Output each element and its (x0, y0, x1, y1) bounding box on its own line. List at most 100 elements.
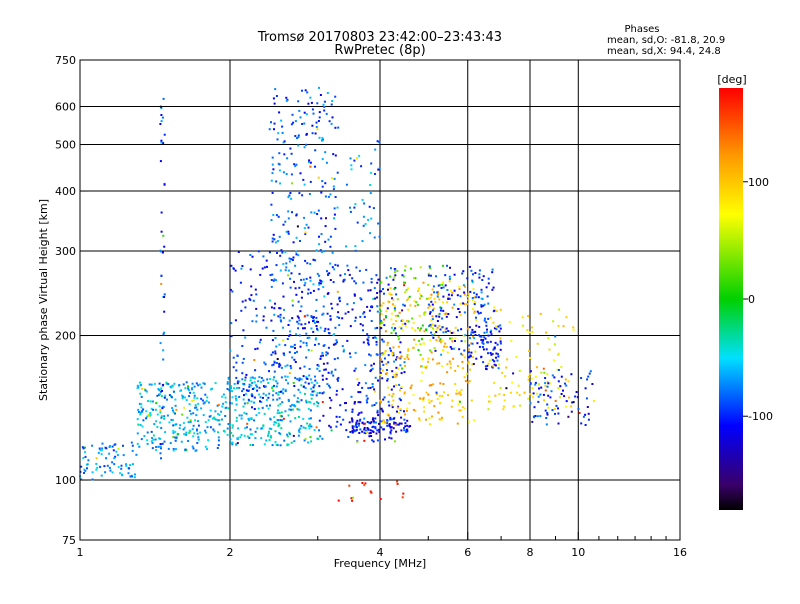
data-point (413, 300, 416, 303)
data-point (417, 349, 420, 352)
data-point (382, 302, 385, 305)
data-point (292, 434, 295, 437)
data-point (458, 348, 461, 351)
data-point (341, 388, 344, 391)
data-point (131, 475, 133, 478)
data-point (305, 143, 308, 146)
data-point (375, 432, 378, 435)
data-point (353, 402, 356, 405)
data-point (288, 334, 290, 337)
data-point (231, 426, 234, 429)
data-point (329, 245, 332, 248)
data-point (464, 380, 467, 383)
data-point (300, 399, 303, 402)
data-point (290, 408, 292, 411)
data-point (298, 286, 301, 289)
data-point (187, 440, 190, 442)
data-point (87, 459, 90, 462)
data-point (289, 147, 292, 150)
data-point (162, 349, 165, 352)
data-point (204, 431, 207, 434)
data-point (427, 283, 430, 286)
data-point (341, 317, 344, 320)
data-point (403, 371, 406, 374)
data-point (482, 342, 485, 345)
data-point (309, 436, 312, 439)
data-point (299, 172, 302, 175)
data-point (163, 440, 166, 443)
data-point (286, 444, 289, 447)
data-point (390, 437, 393, 440)
data-point (374, 148, 377, 151)
data-point (493, 309, 496, 312)
data-point (367, 342, 370, 345)
data-point (114, 443, 117, 446)
data-point (448, 275, 451, 278)
data-point (309, 417, 312, 420)
data-point (244, 306, 247, 309)
data-point (105, 447, 108, 450)
data-point (241, 361, 244, 364)
data-point (370, 281, 373, 284)
data-point (385, 276, 388, 279)
data-point (345, 402, 347, 404)
data-point (113, 463, 116, 466)
data-point (323, 100, 326, 103)
data-point (466, 295, 469, 298)
data-point (390, 318, 393, 321)
data-point (356, 378, 359, 381)
data-point (114, 455, 117, 458)
data-point (295, 253, 298, 256)
data-point (149, 414, 152, 417)
data-point (160, 427, 163, 429)
data-point (452, 331, 455, 334)
data-point (291, 345, 294, 348)
data-point (405, 288, 408, 291)
data-point (316, 382, 319, 384)
grid-lines (80, 60, 680, 540)
data-point (159, 160, 162, 163)
data-point (356, 440, 359, 443)
data-point (99, 465, 102, 468)
data-point (267, 396, 270, 399)
data-point (197, 384, 200, 387)
y-tick-label: 750 (55, 54, 76, 67)
data-point (546, 413, 549, 416)
data-point (230, 441, 233, 444)
data-point (216, 404, 219, 407)
data-point (302, 375, 305, 378)
data-point (157, 388, 160, 390)
data-point (174, 439, 177, 442)
data-point (380, 304, 383, 307)
data-point (316, 213, 319, 215)
data-point (362, 341, 365, 344)
data-point (91, 471, 94, 474)
data-point (394, 423, 397, 426)
data-point (199, 431, 202, 434)
data-point (478, 269, 481, 272)
data-point (395, 374, 398, 377)
data-point (522, 324, 524, 327)
data-point (158, 437, 161, 440)
data-point (560, 393, 563, 395)
data-point (289, 330, 292, 333)
data-point (155, 449, 158, 451)
data-points (79, 86, 595, 502)
data-point (515, 355, 518, 358)
data-point (586, 378, 589, 381)
data-point (379, 358, 382, 361)
data-point (206, 396, 209, 399)
data-point (336, 378, 339, 381)
data-point (572, 326, 575, 329)
data-point (365, 268, 368, 271)
data-point (447, 330, 450, 332)
data-point (329, 386, 332, 389)
data-point (401, 328, 404, 331)
data-point (431, 315, 434, 318)
data-point (435, 331, 438, 333)
data-point (140, 403, 143, 406)
data-point (273, 376, 276, 379)
data-point (332, 185, 335, 188)
data-point (487, 400, 490, 403)
data-point (412, 393, 415, 396)
